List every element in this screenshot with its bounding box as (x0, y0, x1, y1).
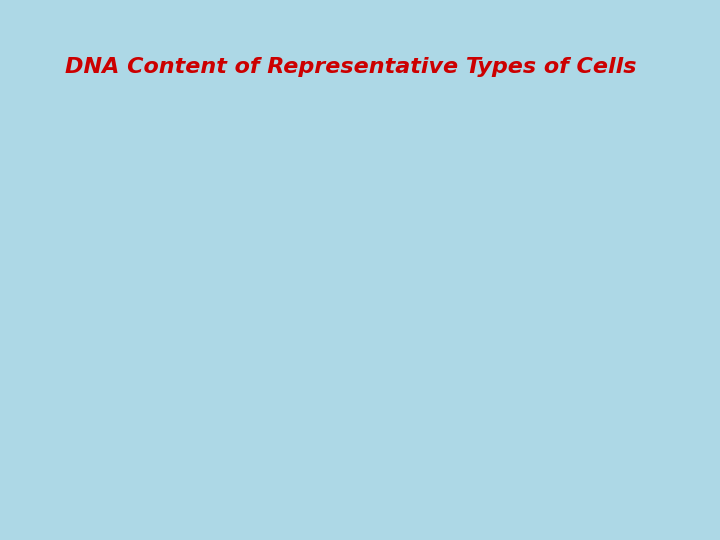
Text: DNA Content of Representative Types of Cells: DNA Content of Representative Types of C… (65, 57, 636, 77)
